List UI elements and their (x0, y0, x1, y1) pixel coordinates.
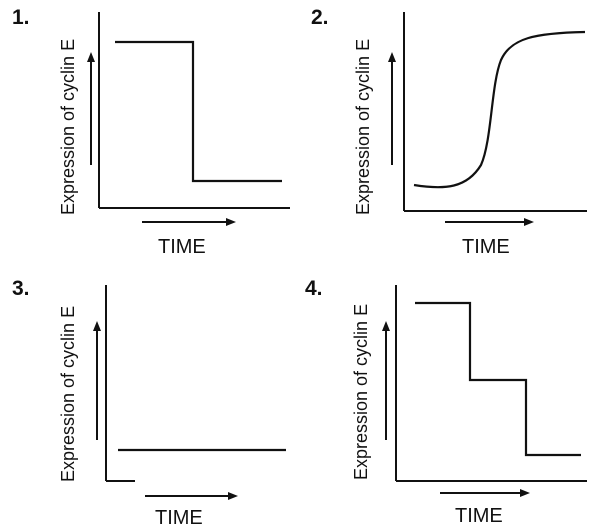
expression-curve (413, 30, 586, 189)
x-axis-label: TIME (155, 507, 203, 529)
x-arrow (142, 218, 236, 226)
expression-curve (415, 301, 581, 457)
graph-panel-1: 1. Expression of cyclin E TIME (0, 0, 295, 265)
x-axis-label: TIME (455, 505, 503, 527)
graph-panel-2: 2. Expression of cyclin E TIME (295, 0, 591, 265)
panel-number: 2. (311, 6, 329, 29)
x-axis-label: TIME (158, 236, 206, 258)
y-arrow (388, 52, 396, 165)
x-axis-label: TIME (462, 236, 510, 258)
x-arrow (440, 489, 530, 497)
expression-curve (115, 40, 282, 183)
plot-area (93, 285, 286, 500)
graph-panel-3: 3. Expression of cyclin E TIME (0, 265, 295, 531)
panel-number: 1. (12, 6, 30, 29)
plot-area (388, 12, 587, 226)
plot-area (87, 12, 290, 226)
panel-number: 3. (12, 277, 30, 300)
y-arrow (87, 52, 95, 165)
x-arrow (145, 492, 238, 500)
plot-area (382, 285, 587, 497)
graph-panel-4: 4. Expression of cyclin E TIME (295, 265, 591, 531)
y-arrow (93, 321, 101, 440)
panel-number: 4. (305, 277, 323, 300)
x-arrow (445, 218, 534, 226)
y-arrow (382, 321, 390, 440)
